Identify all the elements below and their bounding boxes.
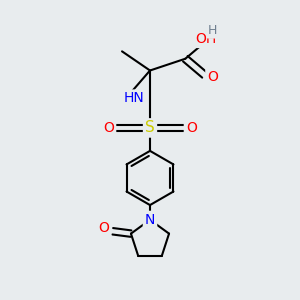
Text: N: N	[145, 213, 155, 227]
Text: O: O	[98, 221, 109, 235]
Text: O: O	[207, 70, 218, 84]
Text: OH: OH	[195, 32, 217, 46]
Text: O: O	[103, 121, 114, 135]
Text: S: S	[145, 120, 155, 135]
Text: O: O	[186, 121, 197, 135]
Text: H: H	[208, 24, 218, 37]
Text: HN: HN	[123, 92, 144, 106]
